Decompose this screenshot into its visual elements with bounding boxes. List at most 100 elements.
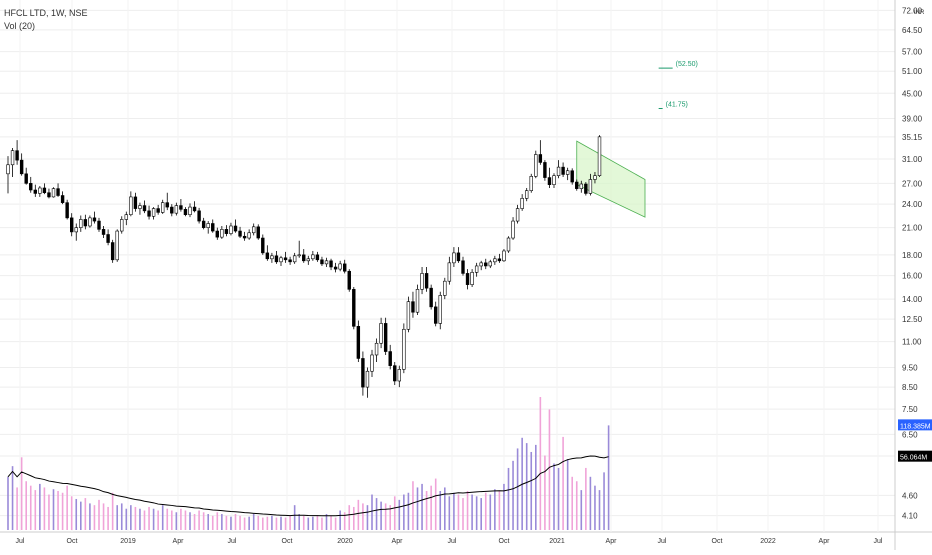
- time-tick-label: Apr: [606, 538, 618, 545]
- candle-body: [170, 206, 174, 214]
- candle-body: [597, 136, 602, 176]
- volume-bar: [202, 512, 205, 530]
- volume-bar: [330, 515, 332, 530]
- candle-body: [433, 306, 438, 324]
- volume-bar: [161, 505, 164, 530]
- candle-body: [252, 226, 256, 234]
- volume-bar: [302, 515, 305, 530]
- volume-bar: [398, 499, 401, 530]
- price-tick-label: 27.00: [902, 179, 923, 188]
- volume-bar: [125, 508, 128, 530]
- candle-body: [402, 328, 406, 370]
- symbol-legend: HFCL LTD, 1W, NSE: [4, 8, 88, 18]
- target-label: (52.50): [676, 61, 698, 68]
- volume-bar: [321, 517, 323, 530]
- volume-bar: [343, 512, 346, 530]
- candle-body: [60, 195, 65, 203]
- candle-body: [6, 164, 10, 175]
- candle-body: [534, 154, 538, 177]
- volume-bar: [353, 506, 355, 530]
- candle-body: [474, 265, 479, 273]
- price-tick-label: 16.00: [902, 272, 923, 281]
- candle-body: [101, 229, 106, 235]
- volume-bar: [575, 481, 578, 530]
- candle-body: [188, 206, 192, 216]
- candle-body: [233, 225, 238, 232]
- volume-bar: [80, 501, 82, 530]
- volume-bar: [407, 492, 410, 530]
- volume-bar: [580, 490, 583, 530]
- volume-bar: [20, 457, 23, 530]
- candle-body: [92, 217, 97, 222]
- volume-bar: [157, 510, 159, 530]
- volume-bar: [262, 517, 264, 530]
- candle-body: [106, 234, 110, 243]
- candle-body: [133, 196, 138, 209]
- volume-bar: [39, 483, 41, 530]
- candle-body: [142, 205, 147, 212]
- volume-bar: [189, 512, 191, 530]
- volume-bar: [357, 499, 360, 530]
- price-tick-label: 24.00: [902, 200, 923, 209]
- volume-bar: [562, 436, 564, 530]
- candle-body: [374, 342, 379, 356]
- volume-bar: [293, 505, 296, 530]
- price-tick-label: 8.50: [902, 383, 918, 392]
- candle-body: [270, 255, 274, 260]
- volume-bar: [466, 490, 469, 530]
- volume-bar: [535, 444, 537, 530]
- price-tick-label: 11.00: [902, 338, 922, 347]
- candle-body: [415, 289, 420, 313]
- candle-body: [511, 220, 515, 239]
- volume-bar: [120, 503, 123, 530]
- candle-body: [33, 189, 38, 194]
- candle-body: [83, 219, 88, 227]
- volume-bar: [61, 492, 64, 530]
- volume-bar: [594, 485, 596, 530]
- candle-body: [247, 232, 251, 239]
- volume-bar: [434, 478, 437, 530]
- candle-body: [42, 187, 47, 194]
- volume-bar: [225, 515, 228, 530]
- volume-bar: [275, 517, 278, 530]
- volume-bar: [280, 516, 282, 530]
- target-label: (41.75): [666, 102, 688, 109]
- time-tick-label: 2020: [337, 538, 353, 545]
- candle-body: [347, 270, 351, 290]
- price-tick-label: 18.00: [902, 251, 923, 260]
- volume-bar: [380, 501, 382, 530]
- volume-bar: [448, 496, 451, 530]
- candle-body: [575, 181, 579, 189]
- price-tick-label: 12.50: [902, 315, 923, 324]
- candle-body: [524, 190, 529, 199]
- candle-body: [356, 326, 361, 359]
- volume-bar: [325, 514, 328, 530]
- candle-body: [165, 202, 169, 208]
- candle-body: [242, 235, 247, 239]
- candle-body: [65, 202, 69, 219]
- candle-body: [429, 287, 433, 308]
- candle-body: [161, 202, 165, 213]
- candle-body: [47, 192, 51, 198]
- volume-bar: [375, 498, 378, 530]
- candle-body: [138, 205, 142, 209]
- candle-body: [365, 370, 370, 388]
- candle-body: [265, 252, 270, 260]
- candle-body: [38, 187, 42, 194]
- volume-bar: [457, 494, 460, 530]
- candle-body: [324, 260, 329, 265]
- last-volume-value: 118.385M: [900, 423, 931, 430]
- volume-bar: [362, 503, 364, 530]
- volume-bar: [34, 490, 37, 530]
- volume-bar: [130, 505, 132, 530]
- candle-body: [484, 262, 488, 267]
- volume-bar: [29, 485, 32, 530]
- volume-bar: [453, 492, 455, 530]
- candle-body: [479, 262, 483, 267]
- candle-body: [70, 217, 74, 233]
- volume-bar: [143, 510, 146, 530]
- candle-body: [88, 217, 92, 227]
- candle-body: [51, 188, 56, 198]
